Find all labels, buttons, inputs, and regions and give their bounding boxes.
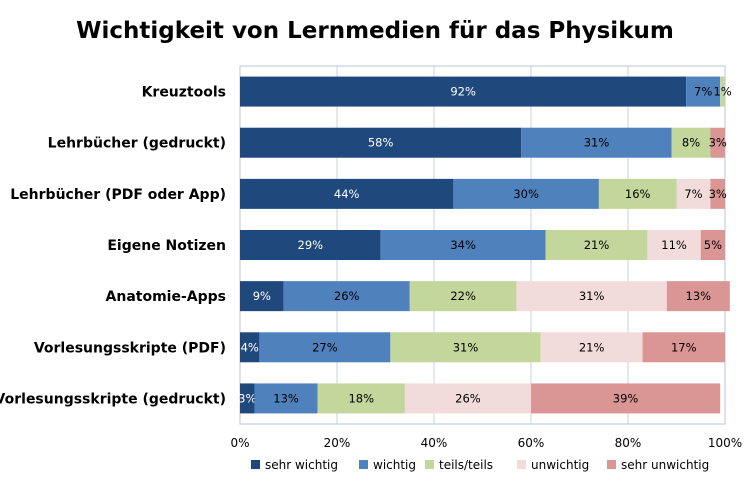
legend-swatch (607, 460, 616, 469)
data-label: 58% (368, 136, 394, 150)
data-label: 17% (671, 340, 697, 354)
bar-segment (283, 281, 410, 312)
data-label: 26% (334, 289, 360, 303)
chart-title: Wichtigkeit von Lernmedien für das Physi… (76, 18, 674, 44)
bar-segment (404, 383, 531, 414)
bar-segment (240, 383, 255, 414)
data-label: 1% (713, 85, 731, 99)
data-label: 29% (298, 238, 324, 252)
tick-label: 40% (421, 436, 448, 450)
bar-segment (531, 383, 721, 414)
bar-segment (240, 332, 260, 363)
data-label: 9% (253, 289, 271, 303)
data-label: 3% (709, 136, 727, 150)
tick-label: 0% (230, 436, 249, 450)
tick-label: 60% (518, 436, 545, 450)
bar-segment (598, 178, 677, 209)
legend-label: sehr wichtig (265, 458, 338, 472)
data-label: 27% (312, 340, 338, 354)
category-label: Anatomie-Apps (106, 289, 226, 305)
category-label: Vorlesungsskripte (gedruckt) (0, 391, 226, 407)
bar-segment (545, 230, 648, 260)
data-label: 11% (661, 238, 687, 252)
bar-segment (700, 230, 725, 260)
bar-segment (686, 76, 721, 107)
bar-segment (240, 230, 381, 260)
data-label: 18% (348, 391, 374, 405)
data-label: 7% (694, 85, 712, 99)
data-label: 16% (625, 187, 651, 201)
category-labels: Kreuztools Lehrbücher (gedruckt) Lehrbüche… (0, 85, 226, 408)
tick-label: 100% (708, 436, 742, 450)
bar-segment (540, 332, 643, 363)
bar-segment (516, 281, 667, 312)
data-label: 31% (579, 289, 605, 303)
data-label: 92% (450, 85, 476, 99)
legend-label: wichtig (373, 458, 416, 472)
bar-segment (647, 230, 701, 260)
category-label: Kreuztools (142, 85, 226, 101)
bar-segment (259, 332, 391, 363)
data-label: 39% (613, 391, 639, 405)
data-label: 3% (238, 391, 256, 405)
bar-segment (521, 127, 672, 158)
legend-swatch (251, 460, 260, 469)
bar-segment (710, 178, 725, 209)
legend-label: unwichtig (531, 458, 589, 472)
data-label: 21% (579, 340, 605, 354)
bar-segment (710, 127, 725, 158)
data-label: 34% (450, 238, 476, 252)
bar-segment (453, 178, 599, 209)
legend-swatch (425, 460, 434, 469)
data-label: 8% (682, 136, 700, 150)
bar-segment (317, 383, 405, 414)
data-label: 13% (686, 289, 712, 303)
data-label: 22% (450, 289, 476, 303)
data-label: 44% (334, 187, 360, 201)
legend-label: sehr unwichtig (621, 458, 709, 472)
data-label: 30% (513, 187, 539, 201)
bars: 92% 7% 1%58% 31% 8% 3%44% 30% 16% 7% 3%29% 34% 21% 1… (238, 76, 732, 414)
bar-segment (390, 332, 541, 363)
legend-label: teils/teils (439, 458, 493, 472)
data-label: 5% (704, 238, 722, 252)
category-label: Lehrbücher (gedruckt) (48, 136, 226, 152)
data-label: 3% (709, 187, 727, 201)
legend-swatch (517, 460, 526, 469)
bar-segment (240, 76, 687, 107)
bar-segment (409, 281, 517, 312)
bar-segment (240, 281, 284, 312)
category-label: Vorlesungsskripte (PDF) (34, 340, 226, 356)
bar-segment (254, 383, 318, 414)
bar-segment (240, 178, 454, 209)
bar-segment (671, 127, 711, 158)
legend: sehr wichtig wichtig teils/teils unwichtig s… (251, 458, 709, 472)
bar-segment (642, 332, 725, 363)
bar-segment (380, 230, 546, 260)
legend-swatch (359, 460, 368, 469)
bar-segment (676, 178, 711, 209)
data-label: 26% (455, 391, 481, 405)
category-label: Eigene Notizen (107, 238, 226, 254)
data-label: 7% (684, 187, 702, 201)
data-label: 31% (584, 136, 610, 150)
data-label: 4% (241, 340, 259, 354)
bar-segment (720, 76, 725, 107)
x-axis-ticks: 0% 20% 40% 60% 80% 100% (230, 436, 742, 450)
bar-segment (240, 127, 522, 158)
data-label: 13% (273, 391, 299, 405)
tick-label: 80% (615, 436, 642, 450)
data-label: 21% (584, 238, 610, 252)
data-label: 31% (453, 340, 479, 354)
category-label: Lehrbücher (PDF oder App) (10, 187, 226, 203)
bar-segment (666, 281, 730, 312)
tick-label: 20% (324, 436, 351, 450)
